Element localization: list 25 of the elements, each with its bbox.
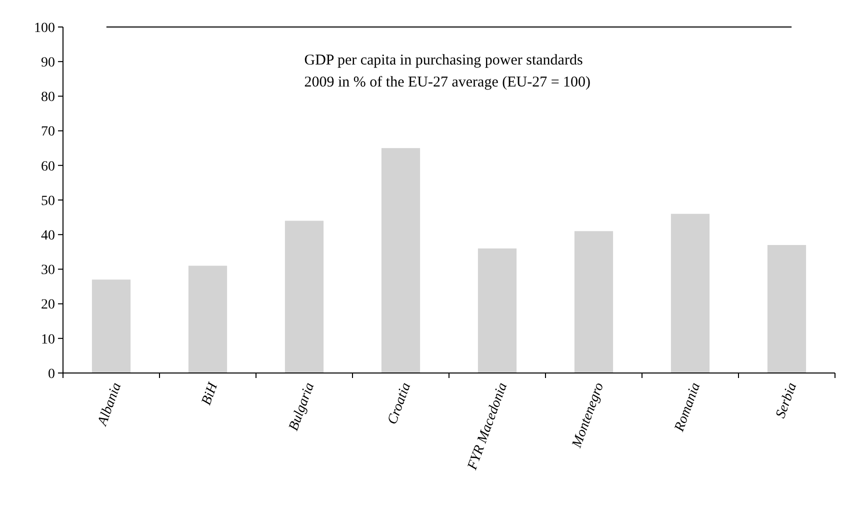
bar xyxy=(188,266,228,373)
bar xyxy=(478,248,517,373)
bar xyxy=(381,148,420,373)
y-tick-label: 0 xyxy=(48,366,55,382)
y-tick-label: 100 xyxy=(34,20,55,36)
y-tick-label: 30 xyxy=(41,263,55,278)
bar xyxy=(574,231,614,373)
bar xyxy=(767,244,806,373)
y-tick-label: 40 xyxy=(41,228,55,244)
y-tick-label: 20 xyxy=(41,298,55,313)
y-tick-label: 90 xyxy=(41,56,55,70)
x-tick-label: Serbia xyxy=(774,380,800,420)
y-tick-label: 50 xyxy=(41,194,55,209)
y-tick-label: 60 xyxy=(41,159,55,174)
bar xyxy=(670,214,710,373)
text: GDP per capita in purchasing power standards xyxy=(304,52,583,69)
text: 2009 in % of the EU-27 average (EU-27 = 100) xyxy=(304,74,591,90)
x-tick-label: Albania xyxy=(95,380,125,429)
y-tick-label: 10 xyxy=(41,332,55,348)
bar xyxy=(92,280,131,373)
bar xyxy=(284,220,324,373)
y-tick-label: 70 xyxy=(41,124,55,140)
x-tick-label: Croatia xyxy=(385,380,414,426)
y-tick-label: 80 xyxy=(41,90,55,106)
x-tick-label: BiH xyxy=(199,380,222,408)
